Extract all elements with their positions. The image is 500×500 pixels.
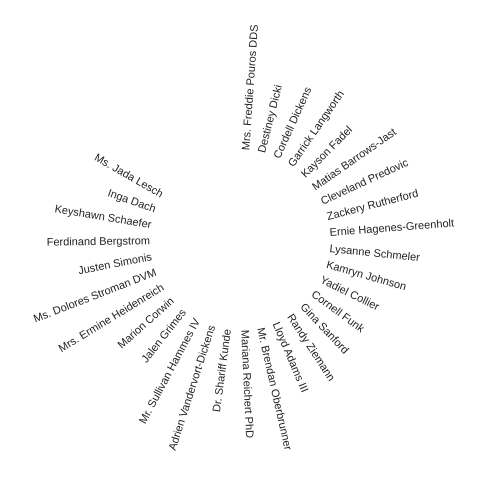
name-label: Mrs. Freddie Pouros DDS (240, 24, 261, 150)
name-label: Mariana Reichert PhD (238, 330, 255, 439)
name-label: Adrien Vandervort-Dickens (167, 323, 219, 452)
name-label: Dr. Shariff Kunde (211, 328, 234, 412)
name-label: Lysanne Schmeler (329, 243, 421, 264)
name-label: Ferdinand Bergstrom (47, 235, 150, 248)
name-label: Ernie Hagenes-Greenholt (329, 217, 454, 239)
